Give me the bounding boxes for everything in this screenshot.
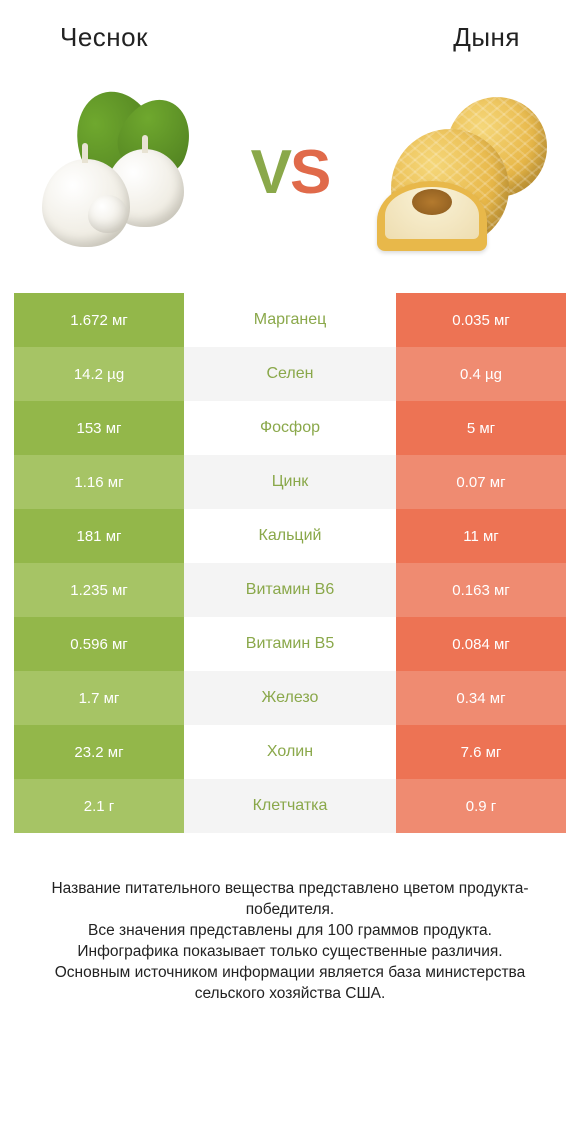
table-row: 1.16 мгЦинк0.07 мг — [14, 455, 566, 509]
value-left: 1.235 мг — [14, 563, 184, 617]
table-row: 23.2 мгХолин7.6 мг — [14, 725, 566, 779]
value-right: 0.34 мг — [396, 671, 566, 725]
table-row: 1.672 мгМарганец0.035 мг — [14, 293, 566, 347]
nutrient-label: Витамин B6 — [184, 563, 396, 617]
value-left: 2.1 г — [14, 779, 184, 833]
nutrient-label: Клетчатка — [184, 779, 396, 833]
nutrient-label: Холин — [184, 725, 396, 779]
table-row: 1.7 мгЖелезо0.34 мг — [14, 671, 566, 725]
table-row: 153 мгФосфор5 мг — [14, 401, 566, 455]
table-row: 14.2 µgСелен0.4 µg — [14, 347, 566, 401]
hero-row: VS — [0, 63, 580, 293]
table-row: 181 мгКальций11 мг — [14, 509, 566, 563]
value-right: 7.6 мг — [396, 725, 566, 779]
nutrient-label: Фосфор — [184, 401, 396, 455]
title-left: Чеснок — [60, 22, 148, 53]
footnote: Название питательного вещества представл… — [0, 833, 580, 1005]
footnote-line: Название питательного вещества представл… — [22, 879, 558, 921]
nutrient-label: Железо — [184, 671, 396, 725]
value-right: 0.084 мг — [396, 617, 566, 671]
value-left: 181 мг — [14, 509, 184, 563]
value-left: 14.2 µg — [14, 347, 184, 401]
vs-v: V — [251, 137, 290, 208]
value-right: 11 мг — [396, 509, 566, 563]
vs-s: S — [290, 137, 329, 208]
comparison-table: 1.672 мгМарганец0.035 мг14.2 µgСелен0.4 … — [0, 293, 580, 833]
value-right: 0.07 мг — [396, 455, 566, 509]
nutrient-label: Кальций — [184, 509, 396, 563]
value-left: 153 мг — [14, 401, 184, 455]
value-left: 0.596 мг — [14, 617, 184, 671]
value-right: 0.4 µg — [396, 347, 566, 401]
vs-label: VS — [251, 137, 330, 208]
footnote-line: Инфографика показывает только существенн… — [22, 942, 558, 963]
garlic-illustration — [28, 85, 203, 260]
nutrient-label: Селен — [184, 347, 396, 401]
footnote-line: Основным источником информации является … — [22, 963, 558, 1005]
value-right: 0.035 мг — [396, 293, 566, 347]
nutrient-label: Марганец — [184, 293, 396, 347]
value-left: 1.16 мг — [14, 455, 184, 509]
value-left: 1.672 мг — [14, 293, 184, 347]
footnote-line: Все значения представлены для 100 граммо… — [22, 921, 558, 942]
nutrient-label: Цинк — [184, 455, 396, 509]
header: Чеснок Дыня — [0, 0, 580, 63]
title-right: Дыня — [453, 22, 520, 53]
value-left: 23.2 мг — [14, 725, 184, 779]
table-row: 1.235 мгВитамин B60.163 мг — [14, 563, 566, 617]
table-row: 2.1 гКлетчатка0.9 г — [14, 779, 566, 833]
value-right: 5 мг — [396, 401, 566, 455]
value-left: 1.7 мг — [14, 671, 184, 725]
value-right: 0.163 мг — [396, 563, 566, 617]
value-right: 0.9 г — [396, 779, 566, 833]
table-row: 0.596 мгВитамин B50.084 мг — [14, 617, 566, 671]
nutrient-label: Витамин B5 — [184, 617, 396, 671]
melon-illustration — [377, 85, 552, 260]
